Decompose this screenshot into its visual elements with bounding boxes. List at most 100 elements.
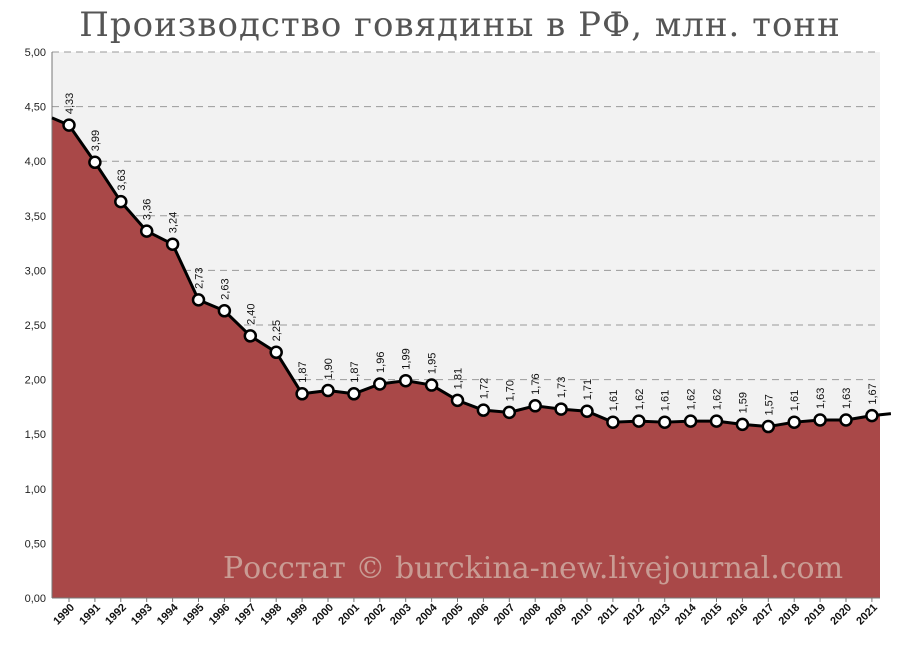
- data-point: [683, 414, 698, 428]
- y-tick-label: 5,00: [25, 47, 46, 59]
- data-point: [62, 118, 76, 132]
- data-label: 1,63: [815, 388, 827, 409]
- data-label: 1,63: [841, 388, 853, 409]
- data-point: [88, 155, 102, 170]
- x-tick-label: 1997: [233, 602, 259, 628]
- x-tick-label: 2008: [518, 602, 544, 628]
- data-label: 1,70: [504, 380, 516, 401]
- data-label: 1,76: [530, 373, 542, 394]
- data-point: [217, 304, 232, 318]
- x-tick-label: 2004: [414, 601, 440, 627]
- data-label: 1,72: [478, 378, 490, 399]
- y-tick-label: 0,50: [25, 538, 46, 550]
- x-tick-label: 2021: [854, 602, 880, 628]
- x-tick-label: 2010: [569, 602, 595, 628]
- x-tick-label: 2012: [621, 602, 647, 628]
- data-point: [632, 414, 646, 428]
- x-tick-label: 2007: [492, 602, 518, 628]
- x-tick-label: 2009: [543, 602, 569, 628]
- y-tick-label: 0,00: [25, 593, 46, 605]
- y-tick-label: 3,50: [25, 211, 46, 223]
- data-point: [813, 413, 827, 427]
- data-point: [502, 405, 517, 420]
- data-label: 3,36: [142, 199, 154, 220]
- y-tick-label: 4,00: [25, 156, 46, 168]
- data-label: 1,71: [582, 379, 594, 400]
- data-point: [165, 237, 180, 251]
- x-tick-label: 2020: [828, 602, 854, 628]
- data-point: [839, 413, 853, 427]
- data-point: [114, 194, 128, 209]
- x-tick-label: 2017: [751, 602, 777, 628]
- y-tick-label: 1,50: [25, 429, 46, 441]
- data-label: 1,90: [323, 358, 335, 379]
- data-labels: 4,33 3,99 3,63 3,36 3,24 2,73 2,63 2,40 2,25 1,87…: [64, 93, 879, 416]
- data-point: [295, 387, 309, 401]
- data-label: 1,61: [789, 390, 801, 411]
- data-point: [398, 373, 413, 388]
- data-label: 1,61: [608, 390, 620, 411]
- data-label: 1,87: [349, 361, 361, 382]
- area-fill: [52, 117, 880, 598]
- watermark: Росстат © burckina-new.livejournal.com: [223, 551, 843, 586]
- data-label: 1,99: [401, 348, 413, 369]
- x-tick-label: 1991: [77, 602, 103, 628]
- x-tick-label: 1998: [259, 602, 285, 628]
- x-tick-label: 2001: [336, 602, 362, 628]
- data-label: 3,63: [116, 169, 128, 190]
- data-label: 4,33: [64, 93, 76, 114]
- data-label: 3,99: [90, 130, 102, 151]
- data-label: 1,57: [763, 394, 775, 415]
- data-point: [865, 408, 879, 423]
- y-tick-label: 2,00: [25, 375, 46, 387]
- data-label: 2,40: [245, 303, 257, 324]
- data-point: [347, 387, 361, 401]
- x-tick-label: 1999: [284, 602, 310, 628]
- y-tick-label: 2,50: [25, 320, 46, 332]
- data-point: [321, 383, 335, 398]
- y-tick-label: 3,00: [25, 265, 46, 277]
- data-label: 2,73: [194, 267, 206, 288]
- x-tick-label: 1994: [155, 601, 181, 627]
- x-tick-label: 2000: [310, 602, 336, 628]
- data-point: [373, 377, 387, 391]
- data-point: [657, 415, 672, 429]
- x-tick-label: 2014: [673, 601, 699, 627]
- x-tick-label: 2018: [777, 602, 803, 628]
- x-axis-ticks: 1990 1991 1992 1993 1994 1995 1996 1997 1998 1999…: [51, 598, 880, 627]
- y-axis-ticks: 0,00 0,50 1,00 1,50 2,00 2,50 3,00 3,50 4,00 4,50…: [25, 47, 46, 605]
- data-label: 1,95: [427, 353, 439, 374]
- data-label: 1,96: [375, 352, 387, 373]
- x-tick-label: 2011: [596, 602, 621, 627]
- x-tick-label: 2006: [466, 602, 492, 628]
- data-points: [62, 118, 879, 434]
- y-tick-label: 1,00: [25, 484, 46, 496]
- data-point: [424, 378, 439, 392]
- data-label: 2,63: [219, 278, 231, 299]
- data-point: [243, 329, 258, 343]
- x-tick-label: 1992: [103, 602, 129, 628]
- x-tick-label: 2005: [440, 602, 466, 628]
- data-point: [191, 293, 206, 307]
- data-label: 1,59: [737, 392, 749, 413]
- data-label: 1,62: [686, 389, 698, 410]
- y-tick-label: 4,50: [25, 102, 46, 114]
- data-label: 1,81: [453, 368, 465, 389]
- x-tick-label: 1993: [129, 602, 155, 628]
- x-tick-label: 2015: [699, 602, 725, 628]
- data-point: [269, 345, 283, 360]
- data-point: [580, 404, 594, 419]
- data-point: [761, 419, 776, 434]
- data-point: [606, 415, 620, 429]
- x-tick-label: 1996: [207, 602, 233, 628]
- data-label: 1,73: [556, 377, 568, 398]
- x-tick-label: 2003: [388, 602, 414, 628]
- data-label: 3,24: [168, 212, 180, 233]
- data-point: [554, 402, 568, 416]
- series-line: [51, 116, 892, 429]
- data-label: 1,62: [634, 389, 646, 410]
- data-point: [709, 414, 724, 428]
- x-tick-label: 1990: [51, 602, 77, 628]
- data-point: [787, 415, 801, 429]
